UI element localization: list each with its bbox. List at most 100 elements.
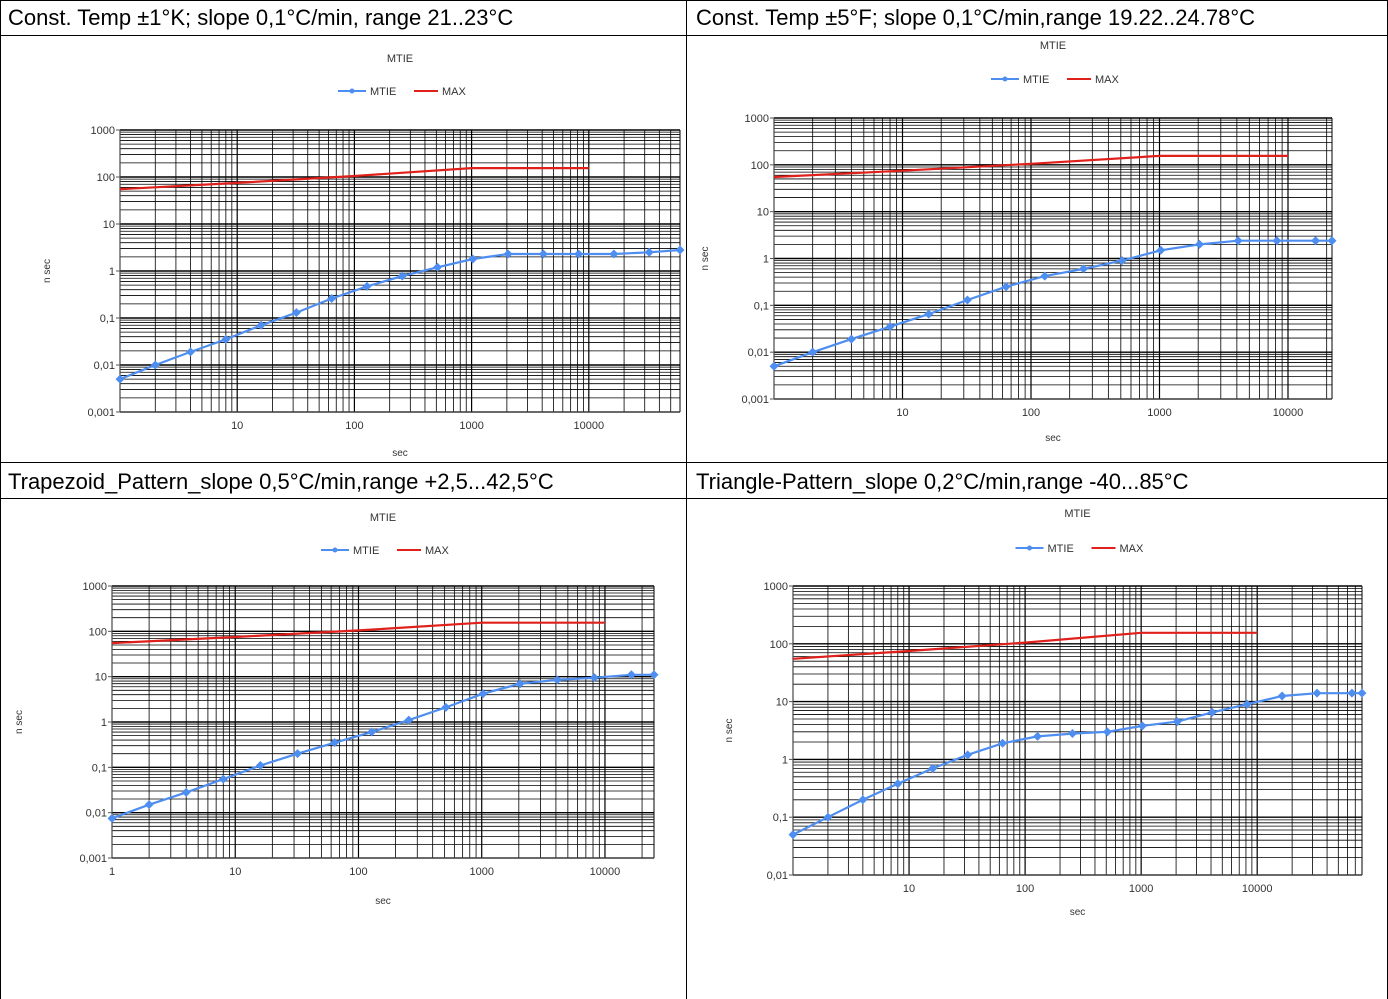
legend-mtie-label: MTIE	[1023, 74, 1049, 86]
data-point-mtie	[675, 245, 685, 255]
x-tick-label: 10	[903, 883, 915, 895]
data-point-mtie	[367, 727, 377, 737]
x-tick-label: 100	[1022, 407, 1040, 419]
x-axis-label: sec	[375, 896, 391, 907]
data-point-mtie	[397, 271, 407, 281]
data-point-mtie	[924, 309, 934, 319]
table-divider-vertical	[686, 0, 687, 999]
y-tick-label: 0,1	[754, 300, 769, 312]
data-point-mtie	[962, 295, 972, 305]
y-tick-label: 100	[97, 172, 115, 184]
data-point-mtie	[1327, 236, 1337, 246]
y-axis-label: n sec	[724, 719, 735, 743]
x-tick-label: 100	[1016, 883, 1034, 895]
series-line-mtie	[792, 692, 1362, 836]
data-point-mtie	[609, 249, 619, 259]
x-axis-label: sec	[1045, 433, 1061, 444]
table-divider-row2	[0, 498, 1388, 499]
y-tick-label: 100	[751, 160, 769, 172]
data-point-mtie	[1067, 729, 1077, 739]
mtie-chart-triangle: MTIE MTIE MAX 0,01 0,1 1 10 100 1000 10 100 1000 100…	[724, 508, 1367, 918]
data-point-mtie	[893, 779, 903, 789]
grid-lines	[773, 117, 1333, 400]
data-point-mtie	[574, 249, 584, 259]
series-line-max	[773, 154, 1288, 179]
series-line-max	[119, 167, 589, 191]
data-point-mtie	[478, 689, 488, 699]
legend-mtie-label: MTIE	[353, 545, 379, 557]
x-tick-label: 10000	[1242, 883, 1273, 895]
data-point-mtie	[963, 750, 973, 760]
x-tick-label: 10	[229, 866, 241, 878]
series-line-max	[792, 631, 1258, 660]
grid-lines	[111, 585, 655, 859]
data-point-mtie	[503, 249, 513, 259]
data-point-mtie	[1242, 699, 1252, 709]
y-tick-label: 10	[95, 672, 107, 684]
y-tick-label: 0,001	[79, 853, 107, 865]
data-point-mtie	[1078, 264, 1088, 274]
y-axis-label: n sec	[14, 710, 25, 734]
data-point-mtie	[1357, 688, 1367, 698]
legend-mtie-label: MTIE	[1048, 543, 1074, 555]
table-divider-middle	[0, 462, 1388, 463]
data-point-mtie	[644, 247, 654, 257]
grid-lines	[792, 585, 1363, 876]
y-tick-label: 1	[109, 266, 115, 278]
data-point-mtie	[1156, 245, 1166, 255]
data-point-mtie	[150, 360, 160, 370]
legend-mtie-marker	[332, 547, 338, 553]
data-point-mtie	[362, 281, 372, 291]
chart-title: MTIE	[1040, 40, 1066, 52]
y-tick-label: 0,001	[87, 407, 115, 419]
mtie-chart-trapezoid: MTIE MTIE MAX 0,001 0,01 0,1 1 10 100 1000 1 10 100 1…	[14, 512, 659, 907]
data-point-mtie	[858, 795, 868, 805]
y-tick-label: 0,01	[748, 347, 769, 359]
data-point-mtie	[998, 738, 1008, 748]
y-tick-label: 1	[782, 754, 788, 766]
data-point-mtie	[788, 830, 798, 840]
data-point-mtie	[1137, 721, 1147, 731]
data-point-mtie	[291, 308, 301, 318]
data-point-mtie	[107, 813, 117, 823]
data-point-mtie	[846, 334, 856, 344]
table-border-left	[0, 0, 1, 999]
legend-mtie-marker	[1002, 76, 1008, 82]
data-point-mtie	[1312, 688, 1322, 698]
x-tick-label: 100	[345, 420, 363, 432]
data-point-mtie	[538, 249, 548, 259]
data-point-mtie	[1195, 239, 1205, 249]
data-point-mtie	[1033, 731, 1043, 741]
chart-title: MTIE	[1064, 508, 1090, 520]
series-line-mtie	[773, 239, 1332, 368]
data-point-mtie	[1311, 236, 1321, 246]
legend-max-label: MAX	[425, 545, 450, 557]
cell-header-1: Const. Temp ±1°K; slope 0,1°C/min, range…	[8, 5, 514, 30]
mtie-chart-const-temp-1k: MTIE MTIE MAX 0,001 0,01 0,1 1 10 100 1000 10 100 10…	[42, 53, 685, 459]
y-tick-label: 1000	[91, 125, 115, 137]
data-point-mtie	[589, 673, 599, 683]
chart-legend: MTIE MAX	[1015, 543, 1145, 555]
cell-header-2: Const. Temp ±5°F; slope 0,1°C/min,range …	[696, 5, 1256, 30]
mtie-chart-const-temp-5f: MTIE MTIE MAX 0,001 0,01 0,1 1 10 100 1000 10 100 10…	[700, 40, 1337, 444]
data-point-mtie	[885, 322, 895, 332]
legend-max-label: MAX	[1120, 543, 1145, 555]
chart-title: MTIE	[387, 53, 413, 65]
data-point-mtie	[808, 347, 818, 357]
x-tick-label: 10	[896, 407, 908, 419]
x-tick-label: 100	[349, 866, 367, 878]
x-tick-label: 10000	[1273, 407, 1304, 419]
x-tick-label: 1000	[1147, 407, 1171, 419]
data-point-mtie	[1233, 236, 1243, 246]
y-tick-label: 100	[89, 626, 107, 638]
chart-legend: MTIE MAX	[338, 86, 467, 98]
chart-title: MTIE	[370, 512, 396, 524]
data-point-mtie	[292, 749, 302, 759]
x-tick-label: 1000	[469, 866, 493, 878]
y-tick-label: 0,01	[94, 360, 115, 372]
series-line-mtie	[119, 248, 681, 381]
y-axis-label: n sec	[700, 247, 711, 271]
legend-max-label: MAX	[442, 86, 467, 98]
data-point-mtie	[115, 374, 125, 384]
data-point-mtie	[221, 334, 231, 344]
